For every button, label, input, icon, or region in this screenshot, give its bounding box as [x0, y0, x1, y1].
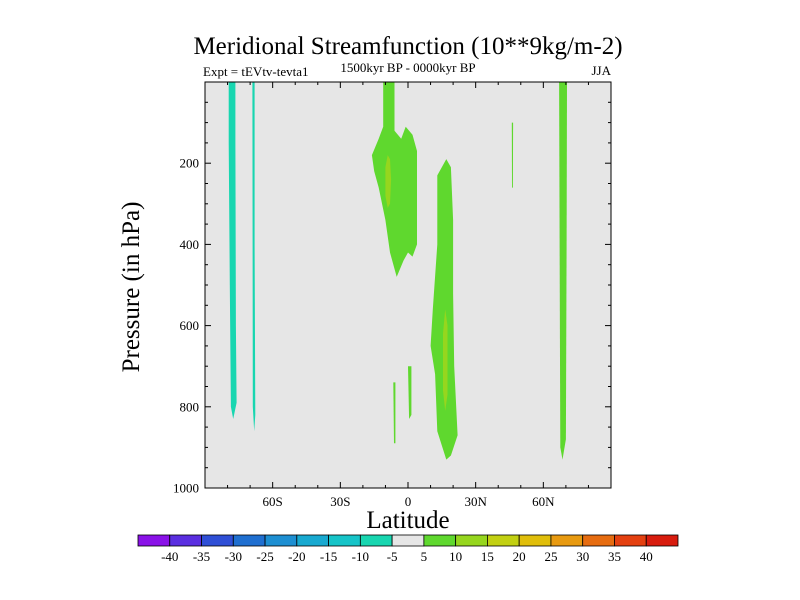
colorbar-level-label: -35	[193, 549, 210, 564]
colorbar-box	[455, 534, 488, 547]
colorbar-box	[359, 534, 393, 547]
region-pos-nh-midlat-sliver	[511, 122, 514, 188]
colorbar	[137, 534, 679, 547]
colorbar-box	[296, 534, 329, 547]
x-axis-ticks: 60S 30S 0 30N 60N	[204, 82, 612, 509]
colorbar-level-label: 40	[640, 549, 653, 564]
region-pos-equatorial-upper	[371, 82, 417, 277]
colorbar-level-label: -30	[225, 549, 242, 564]
colorbar-box	[391, 534, 425, 547]
colorbar-level-label: -5	[387, 549, 398, 564]
colorbar-level-label: 5	[421, 549, 428, 564]
y-tick-label: 800	[180, 399, 200, 414]
colorbar-level-label: 20	[513, 549, 526, 564]
chart-title: Meridional Streamfunction (10**9kg/m-2)	[193, 33, 622, 60]
colorbar-box	[582, 534, 615, 547]
colorbar-box	[169, 534, 202, 547]
colorbar-level-label: 30	[576, 549, 589, 564]
region-pos-equator-lower-sliver	[393, 382, 396, 444]
colorbar-level-label: 10	[449, 549, 462, 564]
colorbar-box	[328, 534, 361, 547]
colorbar-labels: -40 -35 -30 -25 -20 -15 -10 -5 5 10 15 20 25 30 35 40	[161, 549, 653, 564]
colorbar-box	[487, 534, 520, 547]
region-neg-sh-column-1	[228, 82, 237, 419]
colorbar-box	[264, 534, 298, 547]
region-pos-equatorial-upper-core	[385, 155, 392, 208]
colorbar-box	[645, 534, 679, 547]
y-axis-ticks: 200 400 600 800 1000	[173, 81, 611, 496]
y-tick-label: 1000	[173, 481, 199, 496]
y-axis-label: Pressure (in hPa)	[118, 202, 145, 373]
region-pos-nh-60n-column	[559, 82, 567, 460]
colorbar-level-label: -40	[161, 549, 178, 564]
colorbar-level-label: -10	[352, 549, 369, 564]
colorbar-box	[550, 534, 584, 547]
colorbar-box	[614, 534, 647, 547]
colorbar-level-label: -15	[320, 549, 337, 564]
colorbar-level-label: -20	[288, 549, 305, 564]
colorbar-level-label: 35	[608, 549, 621, 564]
region-neg-sh-column-2	[252, 82, 256, 432]
chart-subtitle: 1500kyr BP - 0000kyr BP	[340, 60, 475, 75]
experiment-label: Expt = tEVtv-tevta1	[203, 64, 309, 79]
colorbar-box	[518, 534, 552, 547]
region-pos-nh-subtropical-column	[430, 159, 458, 460]
colorbar-level-label: 25	[544, 549, 557, 564]
x-tick-label: 60N	[532, 494, 555, 509]
x-tick-label: 0	[405, 494, 412, 509]
region-pos-nh-subtropical-core	[443, 309, 448, 411]
colorbar-box	[201, 534, 234, 547]
x-tick-label: 30S	[330, 494, 350, 509]
y-tick-label: 400	[180, 237, 200, 252]
x-tick-label: 30N	[464, 494, 487, 509]
colorbar-level-label: 15	[481, 549, 494, 564]
colorbar-box	[232, 534, 266, 547]
season-label: JJA	[591, 63, 611, 78]
contour-regions	[228, 82, 567, 460]
y-tick-label: 200	[180, 156, 200, 171]
colorbar-level-label: -25	[256, 549, 273, 564]
colorbar-box	[137, 534, 171, 547]
colorbar-box	[423, 534, 457, 547]
y-tick-label: 600	[180, 318, 200, 333]
region-pos-lower-flank	[408, 366, 412, 419]
x-axis-label: Latitude	[366, 507, 449, 534]
x-tick-label: 60S	[263, 494, 283, 509]
